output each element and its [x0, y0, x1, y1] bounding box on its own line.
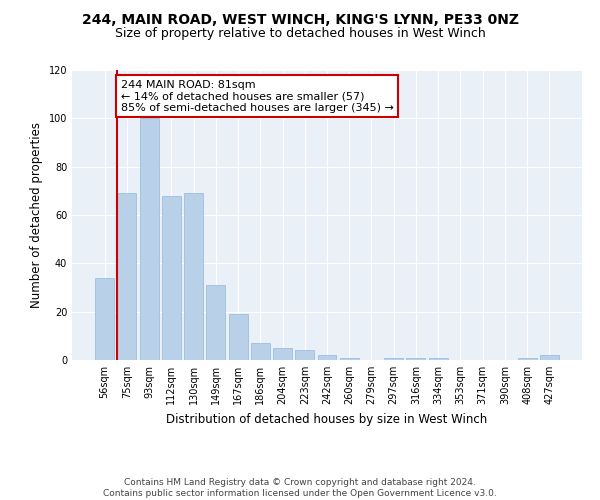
- Text: Contains HM Land Registry data © Crown copyright and database right 2024.
Contai: Contains HM Land Registry data © Crown c…: [103, 478, 497, 498]
- Bar: [184, 193, 203, 360]
- Text: Size of property relative to detached houses in West Winch: Size of property relative to detached ho…: [115, 28, 485, 40]
- Bar: [140, 118, 158, 360]
- Y-axis label: Number of detached properties: Number of detached properties: [30, 122, 43, 308]
- Bar: [251, 343, 270, 360]
- Bar: [162, 196, 181, 360]
- Bar: [295, 350, 314, 360]
- Bar: [540, 355, 559, 360]
- Bar: [518, 358, 536, 360]
- Bar: [118, 193, 136, 360]
- Bar: [95, 278, 114, 360]
- Bar: [229, 314, 248, 360]
- Bar: [317, 355, 337, 360]
- Bar: [206, 285, 225, 360]
- Bar: [429, 358, 448, 360]
- Text: 244, MAIN ROAD, WEST WINCH, KING'S LYNN, PE33 0NZ: 244, MAIN ROAD, WEST WINCH, KING'S LYNN,…: [82, 12, 518, 26]
- Bar: [384, 358, 403, 360]
- Bar: [406, 358, 425, 360]
- Text: 244 MAIN ROAD: 81sqm
← 14% of detached houses are smaller (57)
85% of semi-detac: 244 MAIN ROAD: 81sqm ← 14% of detached h…: [121, 80, 394, 113]
- Bar: [340, 358, 359, 360]
- Bar: [273, 348, 292, 360]
- X-axis label: Distribution of detached houses by size in West Winch: Distribution of detached houses by size …: [166, 412, 488, 426]
